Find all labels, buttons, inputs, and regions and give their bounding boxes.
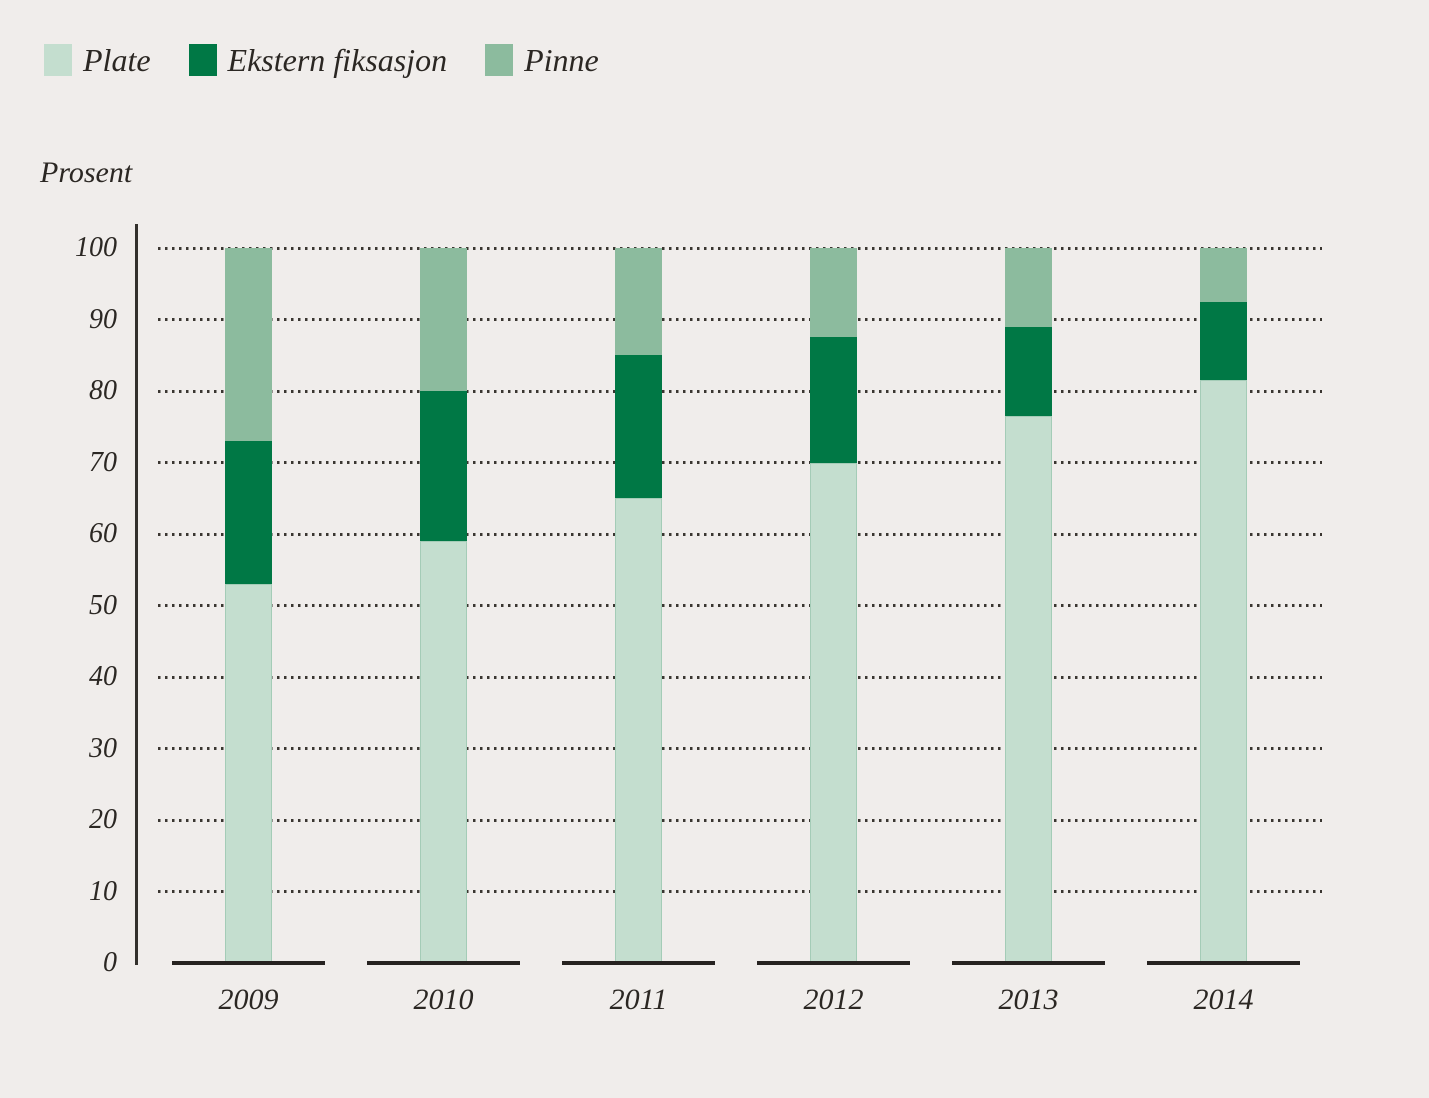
legend-label-pinne: Pinne [524, 42, 599, 78]
bar-segment-plate-2011 [615, 498, 662, 963]
bar-segment-plate-2014 [1200, 380, 1247, 963]
x-axis-category-label: 2013 [998, 983, 1059, 1016]
x-axis-category-label: 2011 [609, 983, 668, 1016]
x-axis-baseline-2010 [367, 961, 520, 965]
x-axis-baseline-2012 [757, 961, 910, 965]
y-axis-tick-label: 40 [89, 661, 117, 692]
y-axis-tick-label: 80 [89, 375, 117, 406]
legend-swatch-ekstern-fiksasjon [188, 44, 217, 76]
gridline-30 [158, 747, 1322, 750]
legend-label-plate: Plate [83, 42, 151, 78]
gridline-20 [158, 818, 1322, 822]
y-axis-tick-label: 70 [89, 446, 117, 478]
y-axis-tick-label: 10 [89, 875, 117, 907]
y-axis-title: Prosent [40, 156, 133, 189]
bar-segment-plate-2009 [225, 584, 272, 963]
x-axis-category-label: 2012 [803, 983, 864, 1016]
y-axis-tick-label: 90 [89, 303, 117, 335]
legend-item-plate: Plate [44, 42, 151, 78]
gridline-100 [158, 246, 1322, 250]
x-axis-category-label: 2014 [1193, 983, 1254, 1016]
y-axis-tick-label: 0 [103, 947, 117, 978]
gridline-90 [158, 318, 1322, 321]
bar-segment-ekstern-fiksasjon-2013 [1005, 326, 1052, 417]
bar-segment-ekstern-fiksasjon-2010 [420, 391, 467, 542]
bar-segment-pinne-2012 [810, 248, 857, 338]
bar-segment-plate-2013 [1005, 416, 1052, 963]
gridline-10 [158, 890, 1322, 893]
x-axis-baseline-2014 [1147, 961, 1300, 965]
x-axis-baseline-2013 [952, 961, 1105, 965]
x-axis-category-label: 2009 [218, 983, 279, 1016]
bar-segment-pinne-2009 [225, 248, 272, 442]
y-axis-tick-label: 50 [89, 589, 117, 621]
bar-segment-ekstern-fiksasjon-2011 [615, 355, 662, 499]
y-axis-tick-label: 60 [89, 518, 117, 549]
gridline-80 [158, 389, 1322, 393]
bar-segment-pinne-2011 [615, 248, 662, 356]
x-axis-baseline-2011 [562, 961, 715, 965]
y-axis-line [135, 224, 138, 965]
legend-label-ekstern-fiksasjon: Ekstern fiksasjon [227, 42, 448, 78]
gridline-60 [158, 532, 1322, 536]
y-axis-tick-label: 100 [75, 232, 117, 263]
x-axis-category-label: 2010 [413, 983, 474, 1016]
legend-swatch-pinne [485, 44, 514, 76]
gridline-70 [158, 461, 1322, 464]
bar-segment-pinne-2010 [420, 248, 467, 391]
x-axis-baseline-2009 [172, 961, 325, 965]
gridline-40 [158, 675, 1322, 679]
legend-item-ekstern-fiksasjon: Ekstern fiksasjon [188, 42, 448, 78]
bar-segment-pinne-2014 [1200, 248, 1247, 302]
bar-segment-plate-2012 [810, 462, 857, 963]
gridline-50 [158, 604, 1322, 607]
y-axis-tick-label: 30 [89, 732, 117, 764]
bar-segment-ekstern-fiksasjon-2012 [810, 337, 857, 463]
bar-segment-ekstern-fiksasjon-2009 [225, 441, 272, 585]
bar-segment-pinne-2013 [1005, 248, 1052, 327]
bar-segment-ekstern-fiksasjon-2014 [1200, 301, 1247, 381]
legend-item-pinne: Pinne [485, 42, 599, 78]
legend: Plate Ekstern fiksasjon Pinne [44, 42, 599, 78]
bar-segment-plate-2010 [420, 541, 467, 963]
legend-swatch-plate [44, 44, 72, 76]
y-axis-tick-label: 20 [89, 804, 117, 835]
